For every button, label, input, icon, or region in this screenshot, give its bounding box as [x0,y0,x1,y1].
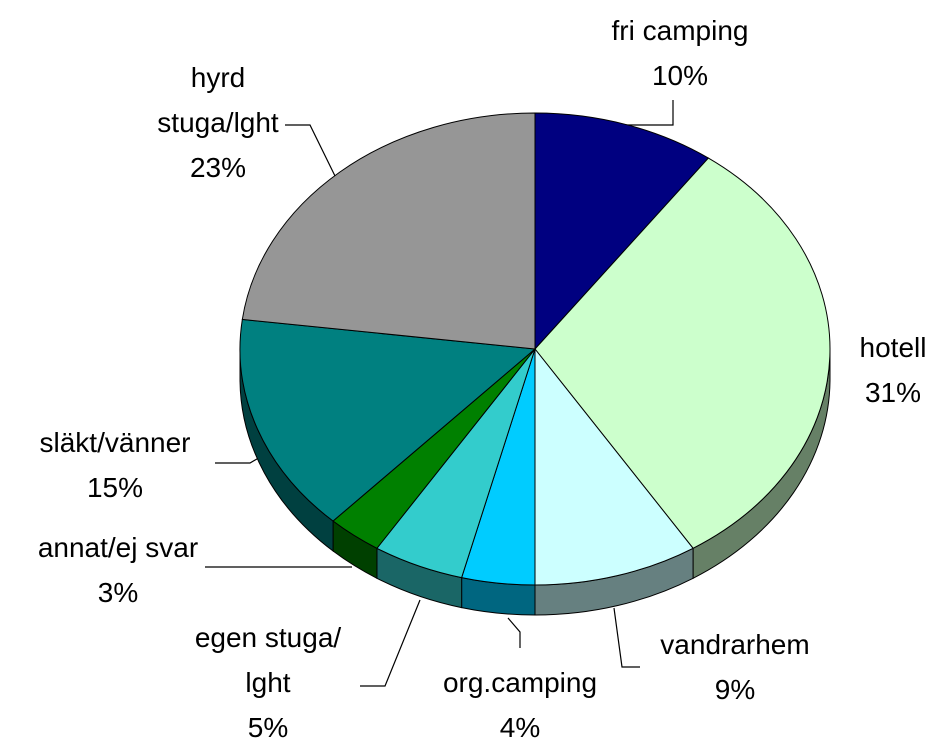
value-label: 15% [86,472,144,503]
value-label: 10% [651,60,709,91]
category-label: släkt/vänner [39,427,191,458]
value-label: 5% [247,712,289,743]
pie-slice [239,318,537,522]
leader-line [507,617,521,648]
leader-line [360,599,421,687]
leader-lines [205,100,674,687]
pie-sides [239,348,831,616]
pie-tops [239,112,831,586]
category-label: egen stuga/ lght [194,622,342,698]
category-label: hotell [859,332,927,363]
data-label: släkt/vänner 15% [40,420,191,510]
value-label: 3% [97,577,139,608]
pie-slice [534,157,831,549]
data-label: fri camping 10% [612,8,749,98]
category-label: annat/ej svar [37,532,199,563]
pie-slice [241,112,536,350]
data-label: org.camping 4% [443,660,597,750]
pie-slice [534,112,710,351]
leader-line [285,124,337,179]
data-label: hotell 31% [860,325,927,415]
data-label: annat/ej svar 3% [38,525,198,615]
category-label: hyrd stuga/lght [157,62,279,138]
category-label: fri camping [611,15,749,46]
leader-line [613,607,640,668]
value-label: 4% [499,712,541,743]
pie-slice [534,347,694,586]
data-label: vandrarhem 9% [660,622,809,712]
value-label: 31% [864,377,922,408]
category-label: vandrarhem [660,629,810,660]
value-label: 23% [189,152,247,183]
category-label: org.camping [442,667,598,698]
data-label: hyrd stuga/lght 23% [157,55,278,190]
data-label: egen stuga/ lght 5% [195,615,341,750]
value-label: 9% [714,674,756,705]
leader-line [215,455,263,464]
